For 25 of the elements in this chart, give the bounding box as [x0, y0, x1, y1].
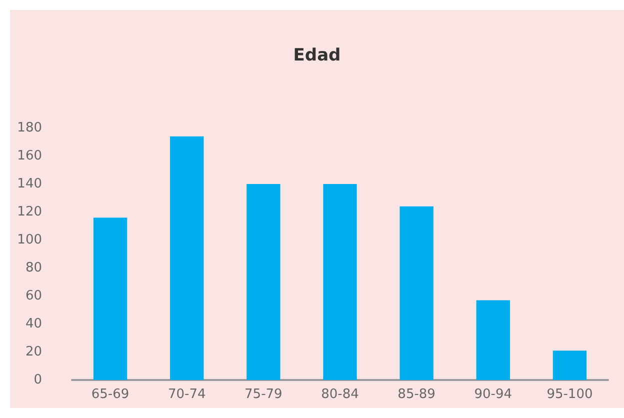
x-tick-label: 65-69 [91, 387, 130, 402]
chart-title: Edad [293, 46, 341, 66]
x-tick-label: 75-79 [244, 387, 282, 402]
x-tick-label: 80-84 [321, 387, 359, 402]
y-tick-label: 80 [25, 260, 42, 276]
bar [476, 300, 510, 380]
y-tick-label: 40 [25, 316, 42, 332]
x-tick-label: 70-74 [168, 387, 206, 402]
y-tick-label: 160 [17, 148, 42, 164]
y-tick-label: 60 [25, 288, 42, 304]
y-tick-label: 0 [34, 372, 42, 388]
bar [552, 350, 587, 380]
y-tick-label: 120 [17, 204, 42, 220]
y-tick-label: 100 [17, 232, 42, 248]
y-tick-label: 180 [17, 120, 42, 136]
y-tick-label: 140 [17, 176, 42, 192]
x-tick-label: 85-89 [398, 387, 436, 402]
bar [93, 218, 128, 380]
bar [246, 184, 280, 380]
x-tick-label: 90-94 [474, 387, 512, 402]
bar [400, 206, 434, 380]
bar [323, 184, 357, 380]
x-tick-label: 95-100 [546, 387, 593, 402]
y-tick-label: 20 [25, 344, 42, 360]
bar [170, 136, 204, 380]
